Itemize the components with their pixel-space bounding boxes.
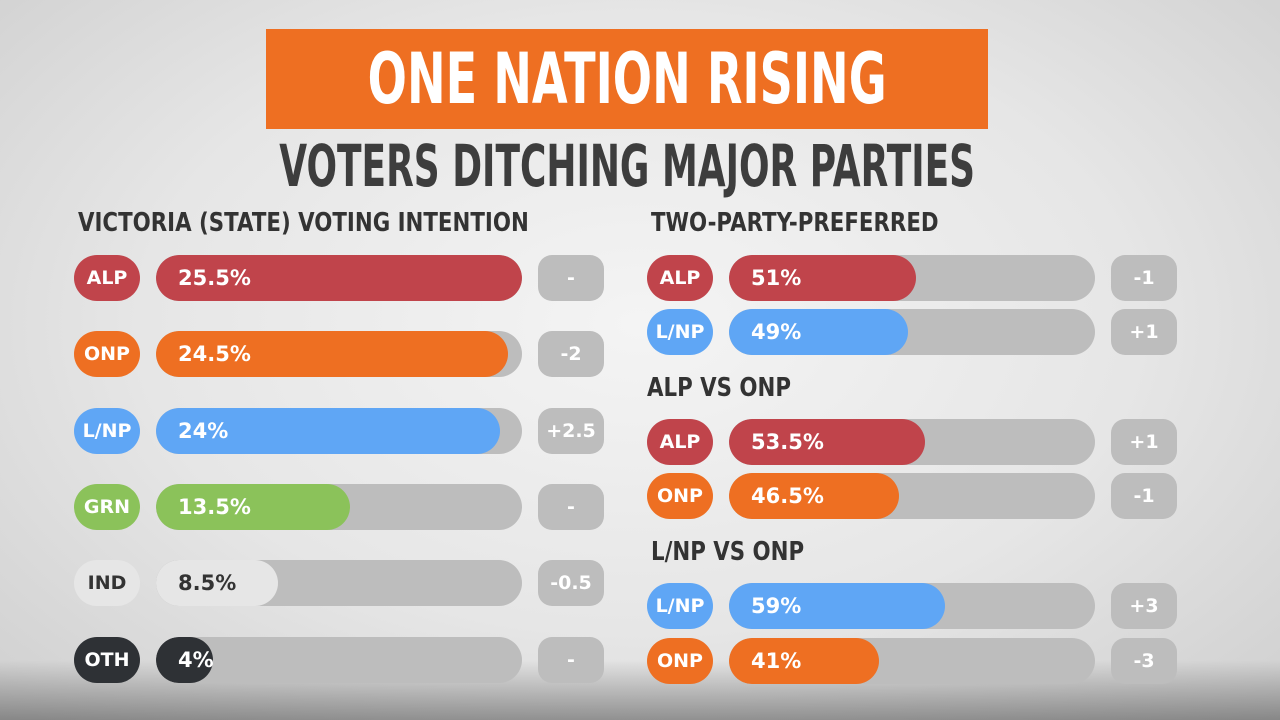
bar-track: 24% <box>156 408 522 454</box>
data-label: 41% <box>751 649 802 673</box>
change-badge: -0.5 <box>538 560 604 606</box>
bar <box>729 583 945 629</box>
change-badge: - <box>538 637 604 683</box>
chart-title: L/NP VS ONP <box>651 537 805 567</box>
bar <box>156 331 508 377</box>
data-label: 53.5% <box>751 430 824 454</box>
change-badge: +3 <box>1111 583 1177 629</box>
bar-track: 13.5% <box>156 484 522 530</box>
bar <box>156 637 214 683</box>
data-label: 46.5% <box>751 484 824 508</box>
data-label: 59% <box>751 594 802 618</box>
change-badge: -1 <box>1111 255 1177 301</box>
bar <box>729 309 909 355</box>
party-tag: ONP <box>647 638 713 684</box>
bar-track: 51% <box>729 255 1095 301</box>
party-tag: L/NP <box>74 408 140 454</box>
party-tag: ALP <box>647 255 713 301</box>
bar-track: 8.5% <box>156 560 522 606</box>
change-badge: +1 <box>1111 309 1177 355</box>
page-title: ONE NATION RISING <box>367 38 887 120</box>
bar <box>156 484 350 530</box>
party-tag: ALP <box>74 255 140 301</box>
bar <box>729 638 880 684</box>
bar <box>729 419 925 465</box>
change-badge: - <box>538 484 604 530</box>
change-badge: -3 <box>1111 638 1177 684</box>
bar-track: 4% <box>156 637 522 683</box>
party-tag: L/NP <box>647 583 713 629</box>
change-badge: +1 <box>1111 419 1177 465</box>
party-tag: OTH <box>74 637 140 683</box>
data-label: 24% <box>178 419 229 443</box>
data-label: 51% <box>751 266 802 290</box>
data-label: 49% <box>751 320 802 344</box>
data-label: 13.5% <box>178 495 251 519</box>
bar-track: 24.5% <box>156 331 522 377</box>
data-label: 8.5% <box>178 571 237 595</box>
party-tag: ALP <box>647 419 713 465</box>
bar-track: 59% <box>729 583 1095 629</box>
chart-title: TWO-PARTY-PREFERRED <box>651 208 939 238</box>
change-badge: - <box>538 255 604 301</box>
bar-track: 46.5% <box>729 473 1095 519</box>
change-badge: +2.5 <box>538 408 604 454</box>
bar <box>156 408 501 454</box>
chart-title: ALP VS ONP <box>647 373 792 403</box>
bar-track: 49% <box>729 309 1095 355</box>
bar-track: 53.5% <box>729 419 1095 465</box>
data-label: 24.5% <box>178 342 251 366</box>
chart-title: VICTORIA (STATE) VOTING INTENTION <box>78 208 529 238</box>
data-label: 25.5% <box>178 266 251 290</box>
party-tag: ONP <box>647 473 713 519</box>
party-tag: ONP <box>74 331 140 377</box>
party-tag: IND <box>74 560 140 606</box>
change-badge: -2 <box>538 331 604 377</box>
subtitle-block: VOTERS DITCHING MAJOR PARTIES <box>266 132 988 200</box>
bar <box>729 255 916 301</box>
party-tag: GRN <box>74 484 140 530</box>
party-tag: L/NP <box>647 309 713 355</box>
bar <box>156 255 522 301</box>
bar-track: 25.5% <box>156 255 522 301</box>
bar <box>729 473 900 519</box>
data-label: 4% <box>178 648 214 672</box>
change-badge: -1 <box>1111 473 1177 519</box>
title-banner: ONE NATION RISING <box>266 29 988 129</box>
bar <box>156 560 278 606</box>
page-subtitle: VOTERS DITCHING MAJOR PARTIES <box>279 132 975 200</box>
bar-track: 41% <box>729 638 1095 684</box>
